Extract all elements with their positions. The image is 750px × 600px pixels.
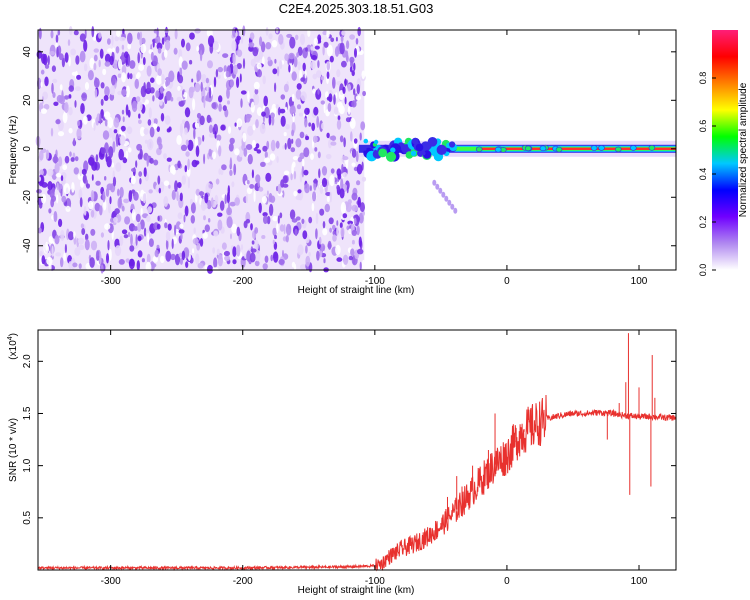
spectrogram-frame [37, 29, 677, 271]
colorbar-tick-label: 0.8 [698, 72, 708, 85]
snr-multiplier-close: ) [8, 333, 19, 336]
x-tick-label: -200 [233, 276, 253, 287]
snr-multiplier-base: (x10 [8, 340, 19, 360]
x-tick-label: -100 [365, 576, 385, 587]
y-tick-label: 0.5 [22, 510, 33, 524]
spectrogram-area [35, 25, 676, 274]
colorbar-axis: 0.0 0.2 0.4 0.6 0.8 [698, 72, 716, 277]
y-tick-label: 40 [22, 46, 33, 58]
y-tick-label: 2.0 [22, 354, 33, 368]
x-tick-label: -300 [101, 576, 121, 587]
snr-series-line [37, 394, 677, 572]
signal-blobs [362, 137, 656, 214]
x-tick-label: -300 [101, 276, 121, 287]
spectrogram-ylabel: Frequency (Hz) [8, 116, 19, 185]
colorbar-tick-label: 0.0 [698, 264, 708, 277]
snr-ylabel: SNR (10 * v/v) [8, 418, 19, 482]
snr-multiplier-exp: 4 [7, 336, 14, 340]
spectrogram-y-axis: -40 -20 0 20 40 [22, 46, 676, 253]
x-tick-label: 0 [504, 276, 510, 287]
snr-panel: -300 -200 -100 0 100 0.5 1.0 1.5 2.0 Height of … [7, 329, 677, 596]
figure-title: C2E4.2025.303.18.51.G03 [279, 1, 434, 16]
svg-text:(x104): (x104) [7, 333, 19, 360]
y-tick-label: 1.0 [22, 458, 33, 472]
noise-speckle [35, 25, 367, 274]
snr-xlabel: Height of straight line (km) [298, 585, 415, 596]
x-tick-label: -100 [365, 276, 385, 287]
colorbar-tick-label: 0.4 [698, 168, 708, 181]
x-tick-label: 0 [504, 576, 510, 587]
x-tick-label: -200 [233, 576, 253, 587]
colorbar: 0.0 0.2 0.4 0.6 0.8 Normalized spectral ampl… [698, 30, 749, 276]
y-tick-label: 1.5 [22, 406, 33, 420]
snr-frame [37, 329, 677, 571]
snr-x-axis: -300 -200 -100 0 100 [101, 330, 648, 587]
snr-spikes [421, 333, 656, 540]
spectrogram-x-axis: -300 -200 -100 0 100 [101, 30, 648, 287]
colorbar-tick-label: 0.2 [698, 216, 708, 229]
snr-y-axis: 0.5 1.0 1.5 2.0 [22, 354, 676, 525]
x-tick-label: 100 [631, 576, 648, 587]
y-tick-label: 20 [22, 94, 33, 106]
y-tick-label: 0 [22, 146, 33, 152]
x-tick-label: 100 [631, 276, 648, 287]
colorbar-label: Normalized spectral amplitude [738, 82, 749, 217]
colorbar-tick-label: 0.6 [698, 120, 708, 133]
colorbar-gradient [712, 30, 738, 270]
snr-multiplier: (x104) [7, 333, 19, 360]
y-tick-label: -40 [22, 238, 33, 253]
y-tick-label: -20 [22, 190, 33, 205]
snr-plot-area [37, 333, 677, 572]
spectrogram-xlabel: Height of straight line (km) [298, 285, 415, 296]
